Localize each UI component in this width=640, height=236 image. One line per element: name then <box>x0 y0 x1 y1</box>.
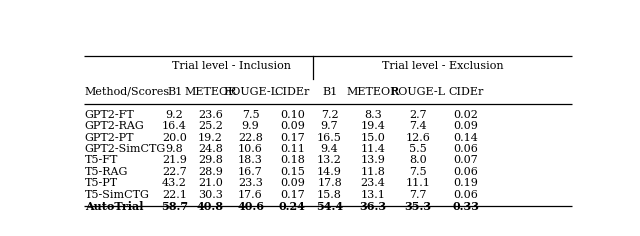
Text: 9.7: 9.7 <box>321 121 339 131</box>
Text: 30.3: 30.3 <box>198 190 223 200</box>
Text: 22.7: 22.7 <box>162 167 187 177</box>
Text: 0.09: 0.09 <box>454 121 478 131</box>
Text: GPT2-PT: GPT2-PT <box>84 133 134 143</box>
Text: 11.8: 11.8 <box>360 167 385 177</box>
Text: 0.06: 0.06 <box>454 167 478 177</box>
Text: 0.11: 0.11 <box>280 144 305 154</box>
Text: 23.3: 23.3 <box>238 178 263 188</box>
Text: 24.8: 24.8 <box>198 144 223 154</box>
Text: 0.06: 0.06 <box>454 190 478 200</box>
Text: 0.18: 0.18 <box>280 156 305 165</box>
Text: CIDEr: CIDEr <box>275 87 310 97</box>
Text: Trial level - Inclusion: Trial level - Inclusion <box>172 62 291 72</box>
Text: 0.10: 0.10 <box>280 110 305 120</box>
Text: 15.0: 15.0 <box>360 133 385 143</box>
Text: 7.2: 7.2 <box>321 110 339 120</box>
Text: 0.17: 0.17 <box>280 190 305 200</box>
Text: 11.4: 11.4 <box>360 144 385 154</box>
Text: 0.09: 0.09 <box>280 121 305 131</box>
Text: 13.1: 13.1 <box>360 190 385 200</box>
Text: 0.19: 0.19 <box>454 178 478 188</box>
Text: GPT2-FT: GPT2-FT <box>84 110 134 120</box>
Text: 21.0: 21.0 <box>198 178 223 188</box>
Text: 16.7: 16.7 <box>238 167 263 177</box>
Text: 9.8: 9.8 <box>166 144 184 154</box>
Text: 2.7: 2.7 <box>409 110 427 120</box>
Text: 7.7: 7.7 <box>409 190 427 200</box>
Text: 8.3: 8.3 <box>364 110 382 120</box>
Text: 17.6: 17.6 <box>238 190 263 200</box>
Text: Method/Scores: Method/Scores <box>84 87 170 97</box>
Text: 20.0: 20.0 <box>162 133 187 143</box>
Text: 0.17: 0.17 <box>280 133 305 143</box>
Text: 9.9: 9.9 <box>242 121 259 131</box>
Text: 40.8: 40.8 <box>196 201 224 212</box>
Text: 58.7: 58.7 <box>161 201 188 212</box>
Text: 54.4: 54.4 <box>316 201 343 212</box>
Text: 0.33: 0.33 <box>452 201 479 212</box>
Text: T5-RAG: T5-RAG <box>84 167 128 177</box>
Text: 23.4: 23.4 <box>360 178 385 188</box>
Text: 28.9: 28.9 <box>198 167 223 177</box>
Text: GPT2-RAG: GPT2-RAG <box>84 121 145 131</box>
Text: 22.1: 22.1 <box>162 190 187 200</box>
Text: 19.4: 19.4 <box>360 121 385 131</box>
Text: 18.3: 18.3 <box>238 156 263 165</box>
Text: 36.3: 36.3 <box>360 201 387 212</box>
Text: 7.5: 7.5 <box>242 110 259 120</box>
Text: 19.2: 19.2 <box>198 133 223 143</box>
Text: 16.4: 16.4 <box>162 121 187 131</box>
Text: GPT2-SimCTG: GPT2-SimCTG <box>84 144 166 154</box>
Text: 9.2: 9.2 <box>166 110 184 120</box>
Text: B1: B1 <box>322 87 337 97</box>
Text: 16.5: 16.5 <box>317 133 342 143</box>
Text: 40.6: 40.6 <box>237 201 264 212</box>
Text: 12.6: 12.6 <box>406 133 430 143</box>
Text: 35.3: 35.3 <box>404 201 431 212</box>
Text: 0.24: 0.24 <box>279 201 306 212</box>
Text: T5-PT: T5-PT <box>84 178 118 188</box>
Text: 13.9: 13.9 <box>360 156 385 165</box>
Text: 11.1: 11.1 <box>406 178 430 188</box>
Text: 0.06: 0.06 <box>454 144 478 154</box>
Text: 13.2: 13.2 <box>317 156 342 165</box>
Text: 0.07: 0.07 <box>454 156 478 165</box>
Text: 22.8: 22.8 <box>238 133 263 143</box>
Text: AutoTrial: AutoTrial <box>84 201 143 212</box>
Text: 29.8: 29.8 <box>198 156 223 165</box>
Text: 14.9: 14.9 <box>317 167 342 177</box>
Text: T5-SimCTG: T5-SimCTG <box>84 190 150 200</box>
Text: ROUGE-L: ROUGE-L <box>390 87 445 97</box>
Text: 0.15: 0.15 <box>280 167 305 177</box>
Text: 5.5: 5.5 <box>409 144 427 154</box>
Text: 7.5: 7.5 <box>409 167 427 177</box>
Text: B1: B1 <box>167 87 182 97</box>
Text: 43.2: 43.2 <box>162 178 187 188</box>
Text: 21.9: 21.9 <box>162 156 187 165</box>
Text: 8.0: 8.0 <box>409 156 427 165</box>
Text: Trial level - Exclusion: Trial level - Exclusion <box>382 62 504 72</box>
Text: 0.02: 0.02 <box>454 110 478 120</box>
Text: 25.2: 25.2 <box>198 121 223 131</box>
Text: METEOR: METEOR <box>347 87 399 97</box>
Text: 17.8: 17.8 <box>317 178 342 188</box>
Text: 7.4: 7.4 <box>409 121 427 131</box>
Text: T5-FT: T5-FT <box>84 156 118 165</box>
Text: ROUGE-L: ROUGE-L <box>223 87 278 97</box>
Text: METEOR: METEOR <box>184 87 236 97</box>
Text: 0.09: 0.09 <box>280 178 305 188</box>
Text: 0.14: 0.14 <box>454 133 478 143</box>
Text: 15.8: 15.8 <box>317 190 342 200</box>
Text: 23.6: 23.6 <box>198 110 223 120</box>
Text: 9.4: 9.4 <box>321 144 339 154</box>
Text: CIDEr: CIDEr <box>448 87 484 97</box>
Text: 10.6: 10.6 <box>238 144 263 154</box>
